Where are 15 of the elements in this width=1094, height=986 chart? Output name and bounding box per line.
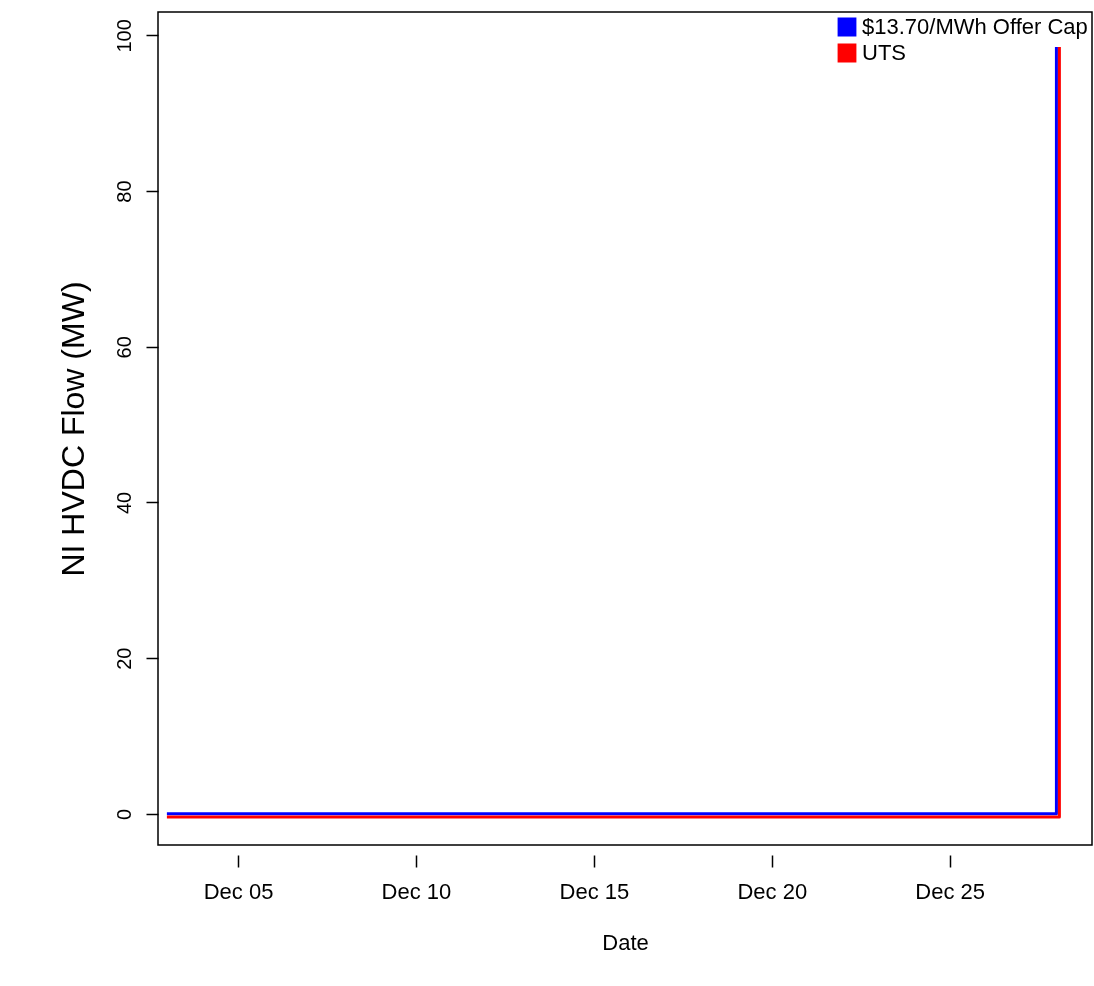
x-tick-label: Dec 10 — [381, 878, 452, 904]
x-tick-label: Dec 20 — [737, 878, 808, 904]
y-tick-label: 60 — [112, 336, 135, 359]
y-axis-title: NI HVDC Flow (MW) — [54, 281, 91, 577]
y-tick-label: 0 — [112, 808, 135, 820]
x-tick-label: Dec 25 — [915, 878, 986, 904]
y-tick-label: 40 — [112, 491, 135, 515]
legend-label: UTS — [862, 40, 906, 65]
y-tick-label: 100 — [112, 19, 135, 53]
y-tick-label: 20 — [112, 647, 135, 670]
y-tick-label: 80 — [112, 180, 135, 203]
x-axis-title: Date — [602, 929, 649, 955]
x-tick-label: Dec 15 — [559, 878, 630, 904]
x-tick-label: Dec 05 — [203, 878, 274, 904]
legend-label: $13.70/MWh Offer Cap — [862, 14, 1088, 39]
